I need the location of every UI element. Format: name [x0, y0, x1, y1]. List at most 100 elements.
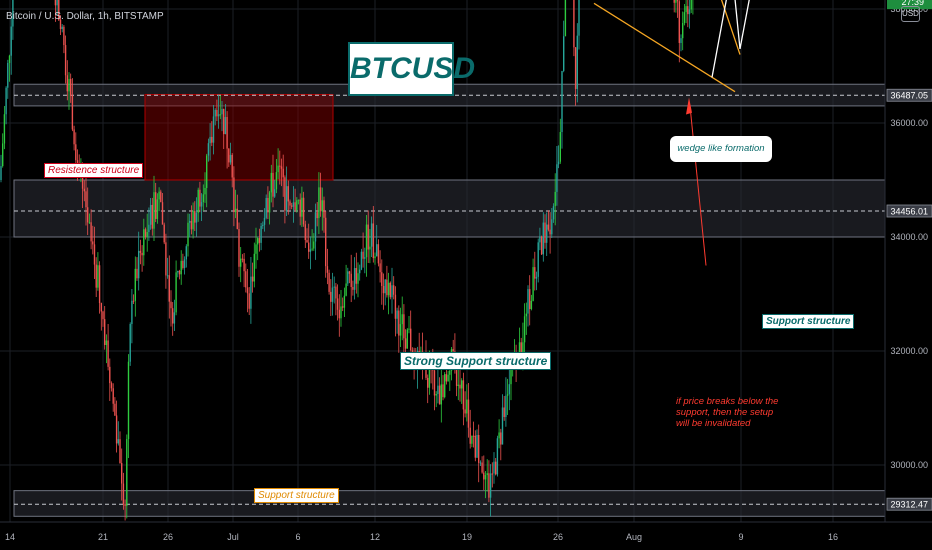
- candle-body: [673, 0, 675, 3]
- candle-body: [357, 273, 359, 284]
- candle-body: [285, 186, 288, 211]
- candle-body: [364, 257, 366, 259]
- candle-body: [183, 259, 186, 268]
- candle-body: [10, 26, 12, 56]
- candle-body: [370, 223, 373, 247]
- candle-body: [406, 329, 408, 349]
- candle-body: [211, 136, 213, 143]
- candle-body: [313, 241, 315, 249]
- candle-body: [532, 267, 534, 301]
- candle-body: [372, 223, 374, 259]
- candle-body: [197, 189, 199, 213]
- candle-body: [241, 258, 244, 260]
- candle-body: [488, 473, 490, 498]
- candle-body: [296, 200, 298, 210]
- candle-body: [149, 204, 152, 225]
- candle-body: [76, 160, 79, 163]
- candle-body: [433, 370, 436, 396]
- candle-body: [98, 265, 101, 304]
- candle-body: [156, 199, 159, 219]
- candle-body: [121, 463, 123, 484]
- candlestick-series: [0, 0, 694, 521]
- candle-body: [496, 438, 499, 475]
- candle-body: [85, 191, 87, 208]
- candle-body: [251, 276, 254, 282]
- candle-body: [301, 197, 303, 217]
- candle-body: [155, 192, 157, 219]
- candle-body: [178, 270, 181, 275]
- candle-body: [459, 384, 461, 389]
- candle-body: [63, 26, 65, 46]
- wedge-lower-line: [593, 2, 736, 93]
- candle-body: [362, 251, 364, 259]
- candle-body: [549, 229, 551, 235]
- candle-body: [248, 293, 250, 309]
- x-tick-label: 14: [5, 532, 15, 542]
- candle-body: [73, 129, 75, 145]
- structure-zones: [13, 83, 886, 517]
- candle-body: [347, 271, 349, 284]
- candle-body: [403, 314, 405, 339]
- candle-body: [321, 200, 323, 212]
- chart-symbol-title: Bitcoin / U.S. Dollar, 1h, BITSTAMP: [6, 11, 164, 22]
- candle-body: [131, 300, 133, 325]
- candle-body: [676, 0, 679, 2]
- invalidation-arrowhead: [686, 97, 692, 115]
- candle-body: [323, 200, 325, 218]
- candle-body: [520, 342, 522, 358]
- candle-body: [83, 188, 85, 192]
- candle-body: [682, 22, 684, 39]
- candle-body: [238, 229, 240, 267]
- candle-body: [172, 308, 174, 324]
- candle-body: [231, 154, 233, 178]
- resistance-structure-label: Resistence structure: [44, 163, 144, 178]
- invalidation-arrow-line: [689, 105, 707, 266]
- candle-body: [122, 483, 125, 505]
- candle-body: [316, 212, 318, 219]
- candle-body: [92, 241, 94, 245]
- candle-body: [56, 0, 58, 6]
- candle-body: [0, 166, 2, 180]
- candle-body: [268, 192, 271, 213]
- candle-body: [557, 161, 560, 165]
- x-tick-label: Aug: [626, 532, 642, 542]
- candle-body: [540, 236, 543, 255]
- strong-support-zone: [13, 179, 886, 238]
- candle-body: [243, 258, 245, 272]
- candle-body: [510, 367, 512, 385]
- candle-body: [272, 172, 274, 197]
- candle-body: [319, 187, 322, 212]
- last-price-tag: [887, 0, 932, 10]
- candle-body: [216, 109, 218, 117]
- y-tick-label: 36000.00: [890, 118, 928, 128]
- candle-body: [338, 309, 340, 319]
- candle-body: [127, 361, 130, 440]
- candle-body: [675, 0, 677, 3]
- candle-body: [297, 199, 300, 201]
- candle-body: [221, 108, 223, 115]
- x-tick-label: Jul: [227, 532, 239, 542]
- candle-body: [309, 249, 312, 252]
- y-tick-label: 34000.00: [890, 232, 928, 242]
- candle-body: [246, 287, 249, 294]
- candle-body: [119, 439, 121, 464]
- candle-body: [274, 189, 276, 197]
- candle-body: [70, 78, 72, 96]
- candle-body: [107, 340, 109, 367]
- candle-body: [466, 399, 468, 414]
- candle-body: [190, 220, 193, 230]
- candle-body: [195, 212, 198, 223]
- currency-button[interactable]: USD: [901, 6, 920, 22]
- candle-body: [204, 187, 206, 195]
- price-axis: 30000.0032000.0034000.0036000.0038000.00…: [884, 0, 932, 550]
- candle-body: [182, 260, 184, 268]
- candle-body: [141, 252, 143, 256]
- candle-body: [202, 194, 204, 203]
- level-tag-label: 29312.47: [890, 500, 928, 510]
- candle-body: [306, 240, 308, 243]
- candle-body: [151, 204, 153, 229]
- candle-body: [376, 244, 378, 257]
- candle-body: [245, 271, 247, 288]
- candle-body: [64, 45, 67, 76]
